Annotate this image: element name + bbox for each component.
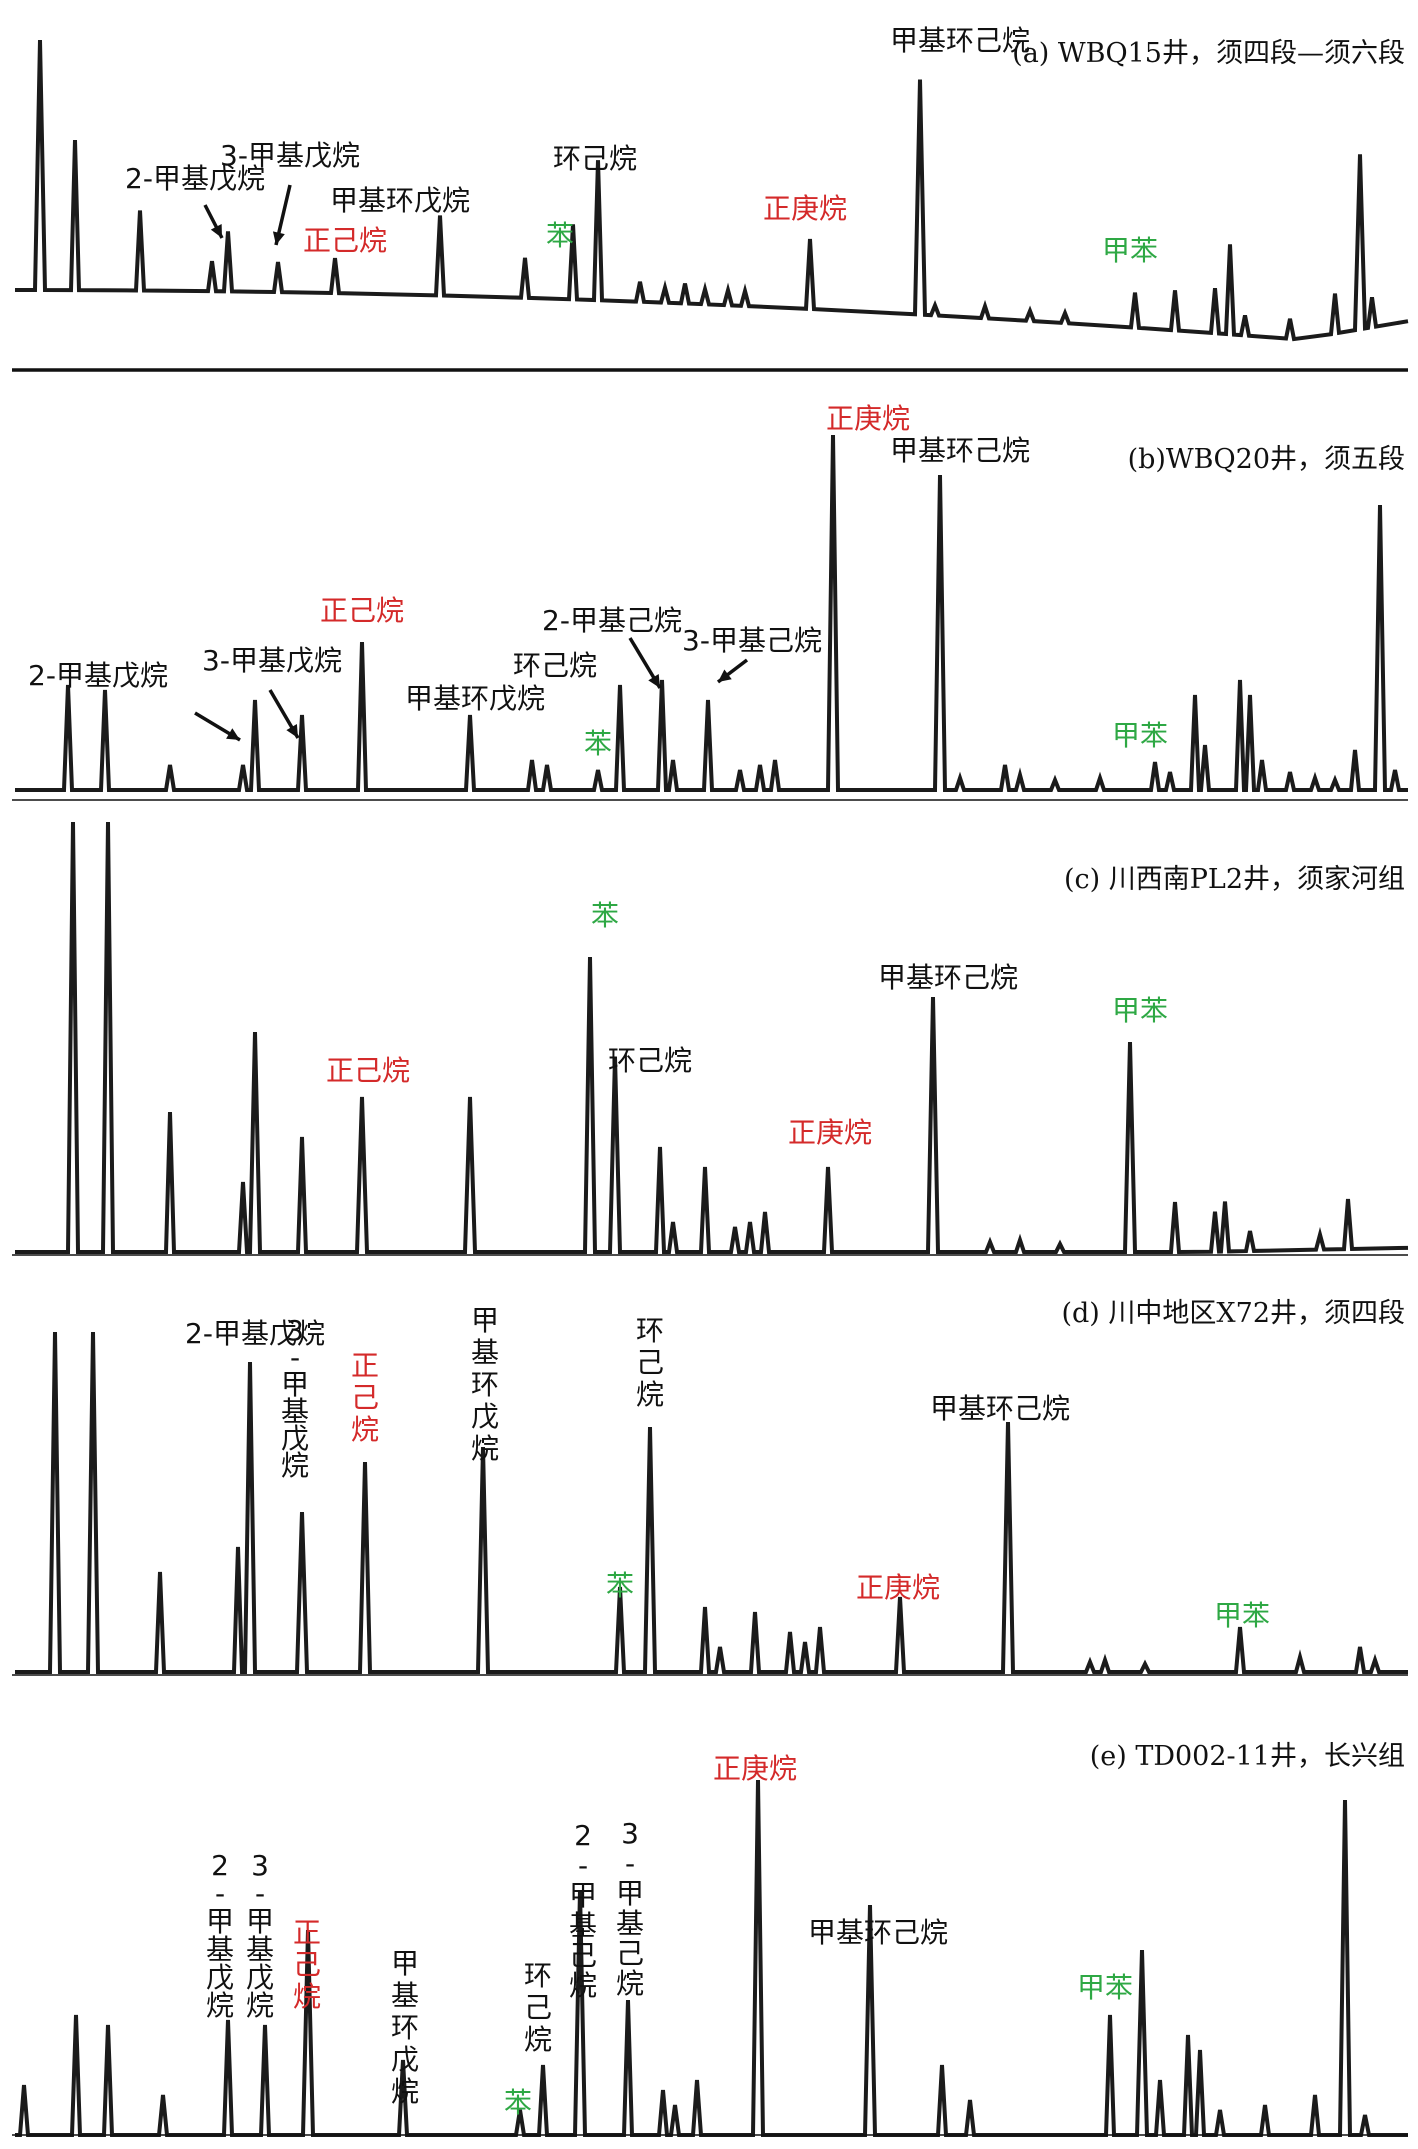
compound-label: 苯 (584, 727, 612, 760)
chromatogram-trace (15, 1331, 1408, 1674)
compound-label: 3-甲基戊烷 (220, 139, 360, 172)
chromatogram-trace (15, 1779, 1408, 2137)
compound-label: 2-甲基戊烷 (125, 162, 265, 195)
chromatogram-trace (15, 821, 1409, 1255)
arrow-head (648, 674, 660, 688)
compound-label: 甲苯 (1102, 234, 1158, 267)
compound-label: 3 ‑甲基戊烷 (246, 1849, 274, 2022)
compound-label: 苯 (606, 1569, 634, 1602)
arrow-head (286, 724, 298, 738)
compound-label: 3-甲基己烷 (682, 624, 822, 657)
compound-label: 苯 (504, 2086, 532, 2119)
compound-label: 2-甲基己烷 (542, 604, 682, 637)
compound-label: 正庚烷 (713, 1752, 797, 1785)
compound-label: 甲基环戊烷 (391, 1947, 419, 2108)
compound-label: 3 ‑甲基己烷 (616, 1817, 644, 2000)
compound-label: 正己烷 (293, 1916, 321, 2013)
compound-label: 环己烷 (553, 142, 637, 175)
compound-label: 环己烷 (513, 649, 597, 682)
panel-title: (b)WBQ20井，须五段 (1128, 444, 1405, 475)
chromatogram-trace (15, 434, 1408, 792)
compound-label: 正己烷 (320, 594, 404, 627)
compound-label: 2-甲基戊烷 (28, 659, 168, 692)
compound-label: 环己烷 (608, 1044, 692, 1077)
compound-label: 苯 (591, 899, 619, 932)
chromatogram-panel-e: (e) TD002-11井，长兴组 正庚烷 2 ‑甲基己烷 3 ‑甲基己烷 2 ‑甲基戊烷 3 ‑… (12, 1741, 1408, 2137)
panel-title: (d) 川中地区X72井，须四段 (1061, 1298, 1405, 1329)
compound-label: 正庚烷 (826, 402, 910, 435)
compound-label: 甲基环己烷 (878, 961, 1018, 994)
arrow-head (226, 728, 240, 740)
compound-label: 甲苯 (1077, 1971, 1133, 2004)
compound-label: 甲苯 (1112, 719, 1168, 752)
compound-label: 甲基环戊烷 (330, 184, 470, 217)
panel-title: (e) TD002-11井，长兴组 (1090, 1741, 1405, 1772)
compound-label: 甲基环戊烷 (405, 682, 545, 715)
compound-label: 环己烷 (636, 1314, 664, 1411)
compound-label: 2 ‑甲基戊烷 (206, 1849, 234, 2022)
compound-label: 甲基环己烷 (930, 1392, 1070, 1425)
compound-label: 甲苯 (1214, 1599, 1270, 1632)
compound-label: 甲基环己烷 (890, 24, 1030, 57)
chromatogram-panel-d: (d) 川中地区X72井，须四段 2-甲基戊烷3 ‑甲基戊烷 正己烷 甲基环戊烷 环己烷甲… (12, 1298, 1408, 1676)
compound-label: 正庚烷 (788, 1116, 872, 1149)
compound-label: 甲苯 (1112, 994, 1168, 1027)
compound-label: 3 ‑甲基戊烷 (281, 1314, 309, 1482)
compound-label: 正己烷 (326, 1054, 410, 1087)
compound-label: 正己烷 (303, 224, 387, 257)
compound-label: 甲基环戊烷 (471, 1304, 499, 1465)
panel-title: (a) WBQ15井，须四段—须六段 (1012, 38, 1405, 69)
arrow-head (210, 224, 222, 238)
compound-label: 苯 (546, 219, 574, 252)
compound-label: 2-甲基戊烷 (185, 1317, 325, 1350)
compound-label: 正庚烷 (856, 1571, 940, 1604)
compound-label: 3-甲基戊烷 (202, 644, 342, 677)
compound-label: 2 ‑甲基己烷 (569, 1819, 597, 2002)
arrow-head (718, 669, 732, 682)
arrow-head (272, 231, 285, 245)
compound-label: 正庚烷 (763, 192, 847, 225)
compound-label: 正己烷 (351, 1349, 379, 1446)
compound-label: 环己烷 (524, 1959, 552, 2056)
compound-label: 甲基环己烷 (808, 1916, 948, 1949)
chromatogram-trace (14, 39, 1409, 342)
panel-title: (c) 川西南PL2井，须家河组 (1064, 864, 1405, 895)
compound-label: 甲基环己烷 (890, 434, 1030, 467)
